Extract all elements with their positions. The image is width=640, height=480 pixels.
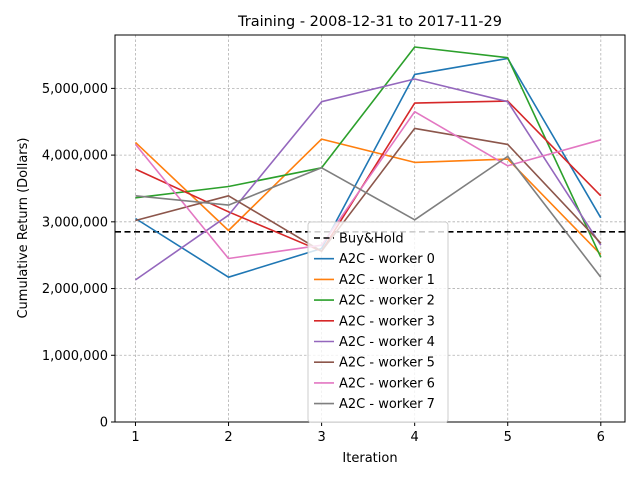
x-tick-label: 6 [597,430,605,445]
y-tick-label: 1,000,000 [42,349,108,364]
legend-label: A2C - worker 2 [339,294,435,309]
series-layer [134,46,602,281]
y-tick-label: 0 [100,416,108,431]
x-tick-label: 4 [411,430,419,445]
legend-label: Buy&Hold [339,232,404,247]
legend: Buy&Hold A2C - worker 0 A2C - worker 1 A2C … [307,221,449,423]
y-tick-label: 3,000,000 [42,215,108,230]
x-axis-title: Iteration [342,451,397,466]
series-line-worker-0 [135,57,602,279]
series-line-worker-4 [135,78,602,281]
x-axis: 1 2 3 4 5 6 [131,422,605,445]
legend-label: A2C - worker 1 [339,273,435,288]
x-tick-label: 2 [224,430,232,445]
x-tick-label: 5 [504,430,512,445]
series-line-worker-1 [134,138,602,256]
series-line-worker-2 [135,46,602,258]
y-axis-title: Cumulative Return (Dollars) [16,137,31,318]
x-tick-label: 1 [131,430,139,445]
legend-label: A2C - worker 5 [339,356,435,371]
series-line-worker-6 [134,110,602,260]
chart-title: Training - 2008-12-31 to 2017-11-29 [237,14,502,30]
y-tick-label: 2,000,000 [42,282,108,297]
x-tick-label: 3 [317,430,325,445]
legend-label: A2C - worker 6 [339,376,435,391]
y-tick-label: 5,000,000 [42,82,108,97]
legend-label: A2C - worker 3 [339,314,435,329]
y-axis: 0 1,000,000 2,000,000 3,000,000 4,000,000 5,0… [42,82,115,431]
y-tick-label: 4,000,000 [42,149,108,164]
legend-box [307,221,449,423]
legend-label: A2C - worker 0 [339,252,435,267]
legend-label: A2C - worker 4 [339,335,435,350]
legend-label: A2C - worker 7 [339,397,435,412]
series-line-worker-7 [135,155,602,278]
